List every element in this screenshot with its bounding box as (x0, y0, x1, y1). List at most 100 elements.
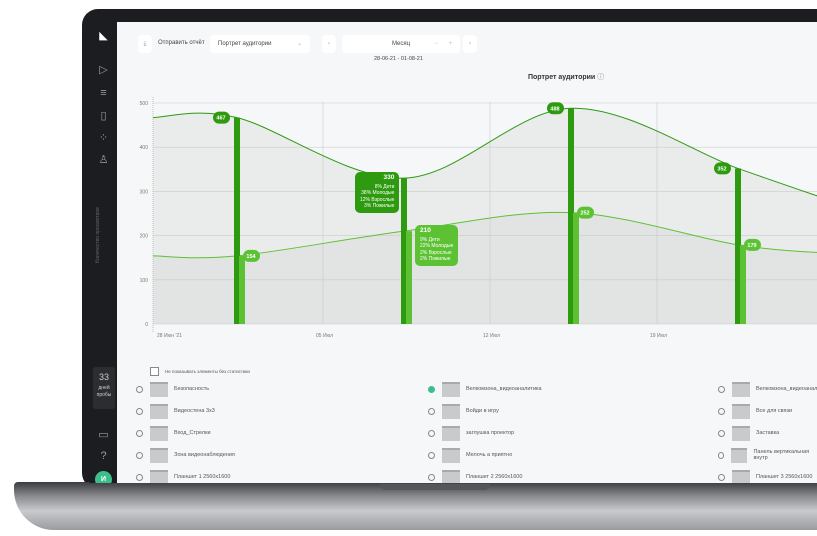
bar-dark (568, 108, 574, 324)
list-item-label: Безопасность (174, 386, 210, 392)
list-item-label: Все для связи (756, 408, 793, 414)
report-select[interactable]: Портрет аудитории ⌄ (210, 35, 310, 53)
folder-icon (150, 447, 168, 463)
data-label-badge (213, 111, 230, 124)
minus-button[interactable]: − (434, 41, 438, 47)
chart-tooltip: 210 9% Дети 22% Молодые 2% Взрослые 2% Пожил… (415, 225, 459, 266)
radio-button[interactable] (428, 385, 435, 393)
logo-icon[interactable]: ◣ (99, 30, 108, 42)
list-item[interactable]: Вход_Стрелки (136, 425, 211, 441)
tooltip-line: 9% Дети (420, 236, 440, 243)
date-range: 28-06-21 - 01-08-21 (374, 56, 423, 62)
list-item-label: Велкомзона_видеоаналитика (466, 386, 542, 392)
data-label-badge (547, 102, 564, 115)
x-tick-label: 05 Июл (316, 333, 333, 339)
folder-icon (442, 425, 460, 441)
list-item[interactable]: Зона видеонаблюдения (136, 447, 235, 463)
list-item-label: Велкомзона_видеоаналитика (756, 386, 817, 392)
trial-text: дней пробы (96, 385, 112, 398)
tooltip-line: 2% Взрослые (420, 249, 452, 256)
list-item[interactable]: Велкомзона_видеоаналитика (718, 381, 817, 397)
document-icon[interactable]: ▯ (100, 110, 107, 122)
radio-button[interactable] (136, 473, 143, 481)
bar-dark (735, 168, 741, 324)
list-item[interactable]: Войди в игру (428, 403, 499, 419)
bar-light (239, 255, 245, 324)
list-item-label: заглушка проектор (466, 430, 515, 436)
folder-icon (150, 403, 168, 419)
bar-light (573, 212, 579, 324)
list-item[interactable]: Планшет 3 2560x1600 (718, 469, 812, 483)
trial-days: 33 (98, 372, 109, 382)
data-label-badge (714, 162, 731, 175)
folder-icon (732, 381, 750, 397)
list-item[interactable]: Планшет 1 2560x1600 (136, 469, 230, 483)
y-tick-label: 400 (140, 145, 149, 151)
hide-empty-checkbox[interactable] (150, 367, 159, 376)
list-item[interactable]: заглушка проектор (428, 425, 514, 441)
list-item-label: Планшет 2 2560x1600 (466, 474, 523, 480)
folder-icon (150, 381, 168, 397)
avatar[interactable]: И (95, 471, 112, 483)
x-tick-label: 12 Июл (483, 333, 500, 339)
list-item[interactable]: Заставка (718, 425, 779, 441)
monitor-icon[interactable]: ▭ (98, 429, 109, 441)
download-icon[interactable]: ⤓ (138, 35, 152, 53)
period-selector: Месяц − + (342, 35, 460, 53)
plus-button[interactable]: + (448, 41, 452, 47)
list-item[interactable]: Мелочь а приятно (428, 447, 512, 463)
radio-button[interactable] (428, 451, 435, 459)
series-area (153, 212, 817, 324)
radio-button[interactable] (428, 407, 435, 415)
prev-period-button[interactable]: ‹ (322, 35, 336, 53)
send-report-button[interactable]: Отправить отчёт (158, 40, 205, 46)
tooltip-line: 38% Молодые (361, 190, 395, 196)
hide-empty-label: Не показывать элементы без статистики (165, 369, 250, 374)
tooltip-value: 210 (420, 227, 431, 234)
help-icon[interactable]: ? (100, 450, 107, 462)
folder-icon (442, 447, 460, 463)
radio-button[interactable] (428, 473, 435, 481)
list-item-label: Войди в игру (466, 408, 499, 414)
user-icon[interactable]: ♙ (98, 154, 109, 166)
x-tick-label: 28 Июн '21 (157, 333, 182, 339)
report-select-value: Портрет аудитории (218, 41, 272, 47)
info-icon[interactable]: ⓘ (597, 74, 605, 81)
tooltip-line: 22% Молодые (420, 243, 454, 249)
list-item-label: Видеостена 3x3 (174, 408, 215, 414)
radio-button[interactable] (718, 429, 725, 437)
chart-tooltip: 330 8% Дети 38% Молодые 12% Взрослые 3% Пожи… (355, 172, 400, 213)
folder-icon (442, 403, 460, 419)
radio-button[interactable] (136, 385, 143, 393)
radio-button[interactable] (718, 385, 725, 393)
radio-button[interactable] (718, 451, 725, 459)
list-item[interactable]: Видеостена 3x3 (136, 403, 215, 419)
folder-icon (732, 469, 750, 483)
tooltip-line: 8% Дети (374, 183, 395, 190)
bar-dark (234, 117, 240, 324)
list-item[interactable]: Велкомзона_видеоаналитика (428, 381, 542, 397)
radio-button[interactable] (136, 407, 143, 415)
list-item-label: Планшет 3 2560x1600 (756, 474, 813, 480)
radio-button[interactable] (136, 429, 143, 437)
laptop-base (14, 482, 817, 530)
list-item-label: Вход_Стрелки (174, 430, 211, 436)
radio-button[interactable] (136, 451, 143, 459)
next-period-button[interactable]: › (463, 35, 477, 53)
x-tick-label: 19 Июл (650, 333, 667, 339)
data-label: 154 (246, 254, 256, 260)
y-tick-label: 0 (145, 322, 148, 328)
list-item[interactable]: Планшет 2 2560x1600 (428, 469, 522, 483)
radio-button[interactable] (718, 473, 725, 481)
list-item[interactable]: Все для связи (718, 403, 792, 419)
list-item[interactable]: Панель вертикальная внутр (718, 447, 817, 463)
data-label: 352 (717, 166, 726, 172)
filter-icon[interactable]: ≡ (100, 87, 107, 99)
y-tick-label: 100 (140, 278, 149, 284)
radio-button[interactable] (428, 429, 435, 437)
folder-icon (442, 381, 460, 397)
list-item[interactable]: Безопасность (136, 381, 209, 397)
play-icon[interactable]: ▷ (99, 64, 108, 76)
radio-button[interactable] (718, 407, 725, 415)
loading-icon[interactable]: ⁘ (98, 132, 109, 144)
